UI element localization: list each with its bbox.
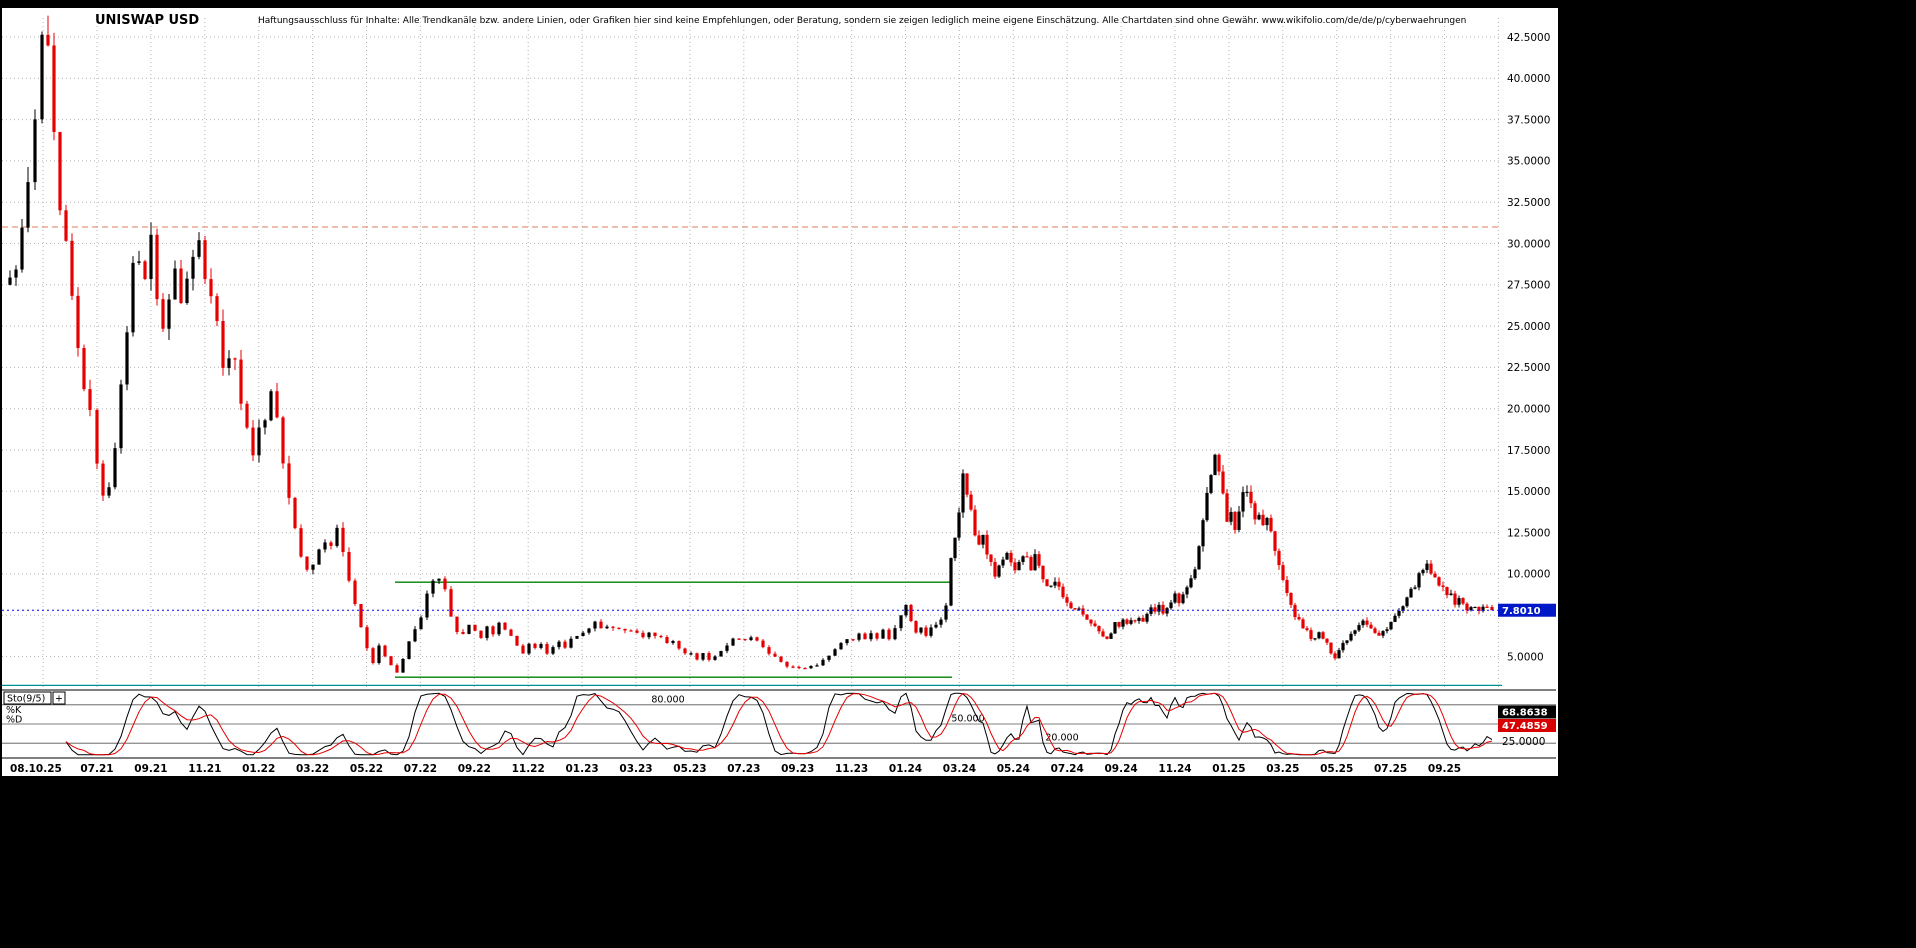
sto-level-label: 80.000 xyxy=(651,694,684,705)
date-tick-label: 05.25 xyxy=(1320,763,1353,775)
page-title: UNISWAP USD xyxy=(95,13,200,28)
price-tick-label: 30.0000 xyxy=(1507,238,1550,250)
sto-k-badge xyxy=(1498,705,1556,719)
sto-d-badge-label: 47.4859 xyxy=(1502,721,1548,732)
date-tick-label: 07.23 xyxy=(727,763,760,775)
sto-scale-label: 25.0000 xyxy=(1502,736,1545,748)
date-tick-label: 07.24 xyxy=(1051,763,1084,775)
sto-panel: 80.000 50.000 20.000 Sto(9/5) + %K%D 68.8638 47… xyxy=(2,689,1556,759)
date-tick-label: 01.23 xyxy=(565,763,598,775)
date-tick-label: 08.10.25 xyxy=(10,763,62,775)
date-tick-label: 05.24 xyxy=(997,763,1030,775)
current-price-badge xyxy=(1498,603,1556,617)
sto-name-label: Sto(9/5) xyxy=(7,694,45,705)
date-tick-label: 05.22 xyxy=(350,763,383,775)
date-tick-label: 03.25 xyxy=(1266,763,1299,775)
price-tick-label: 10.0000 xyxy=(1507,569,1550,581)
indicator-expand-button[interactable]: + xyxy=(52,691,66,705)
date-tick-label: 09.23 xyxy=(781,763,814,775)
date-tick-label: 03.24 xyxy=(943,763,976,775)
sto-name-box xyxy=(3,691,52,705)
sto-k-badge-label: 68.8638 xyxy=(1502,708,1548,719)
price-axis: 42.5000 40.0000 37.5000 35.0000 32.5000 30.00… xyxy=(1507,32,1550,663)
date-tick-label: 09.25 xyxy=(1428,763,1461,775)
date-tick-label: 01.25 xyxy=(1212,763,1245,775)
date-tick-label: 11.24 xyxy=(1158,763,1191,775)
price-chart-svg: 7.8010 42.5000 40.0000 37.5000 35.0000 32.500… xyxy=(2,15,1556,775)
date-tick-label: 09.21 xyxy=(134,763,167,775)
price-tick-label: 15.0000 xyxy=(1507,486,1550,498)
plus-icon: + xyxy=(55,694,63,705)
price-tick-label: 32.5000 xyxy=(1507,197,1550,209)
price-tick-label: 27.5000 xyxy=(1507,280,1550,292)
date-axis: 08.10.25 07.21 09.21 11.21 01.22 03.22 05.22 07… xyxy=(10,763,1461,775)
sto-k-label: %K xyxy=(6,705,22,716)
date-tick-label: 05.23 xyxy=(673,763,706,775)
candlestick-layer xyxy=(8,15,1494,673)
disclaimer-text: Haftungsausschluss für Inhalte: Alle Tre… xyxy=(258,16,1467,26)
date-tick-label: 09.22 xyxy=(458,763,491,775)
date-tick-label: 11.23 xyxy=(835,763,868,775)
date-tick-label: 01.22 xyxy=(242,763,275,775)
price-tick-label: 22.5000 xyxy=(1507,362,1550,374)
date-tick-label: 01.24 xyxy=(889,763,922,775)
price-tick-label: 35.0000 xyxy=(1507,156,1550,168)
date-tick-label: 07.21 xyxy=(80,763,113,775)
sto-level-label: 20.000 xyxy=(1045,733,1078,744)
sto-d-label: %D xyxy=(6,715,22,726)
date-tick-label: 11.22 xyxy=(512,763,545,775)
price-tick-label: 37.5000 xyxy=(1507,114,1550,126)
date-tick-label: 03.22 xyxy=(296,763,329,775)
price-tick-label: 20.0000 xyxy=(1507,404,1550,416)
price-tick-label: 25.0000 xyxy=(1507,321,1550,333)
price-tick-label: 42.5000 xyxy=(1507,32,1550,44)
current-price-badge-label: 7.8010 xyxy=(1502,606,1541,617)
price-tick-label: 40.0000 xyxy=(1507,73,1550,85)
sto-level-label: 50.000 xyxy=(951,714,984,725)
date-tick-label: 07.22 xyxy=(404,763,437,775)
sto-d-line xyxy=(65,692,1493,756)
date-tick-label: 03.23 xyxy=(619,763,652,775)
sto-d-badge xyxy=(1498,719,1556,732)
date-tick-label: 11.21 xyxy=(188,763,221,775)
price-tick-label: 17.5000 xyxy=(1507,445,1550,457)
chart-area: 7.8010 42.5000 40.0000 37.5000 35.0000 32.500… xyxy=(2,8,1558,776)
date-tick-label: 09.24 xyxy=(1104,763,1137,775)
price-tick-label: 12.5000 xyxy=(1507,527,1550,539)
date-tick-label: 07.25 xyxy=(1374,763,1407,775)
price-tick-label: 5.0000 xyxy=(1507,651,1544,663)
current-price-marker: 7.8010 xyxy=(2,603,1556,617)
grid-layer xyxy=(2,18,1502,690)
trendlines-layer xyxy=(2,226,1502,687)
